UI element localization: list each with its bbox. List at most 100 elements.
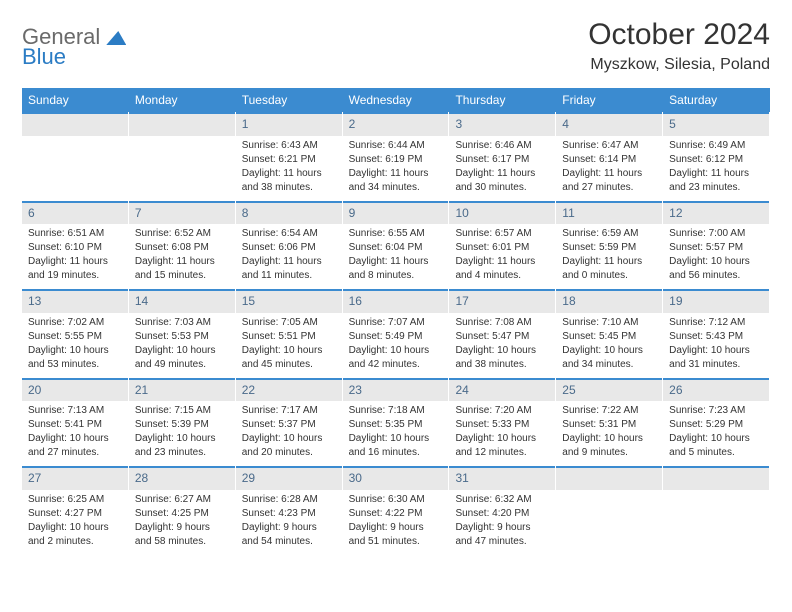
day-number: 9 bbox=[343, 203, 449, 225]
dayheader-wed: Wednesday bbox=[343, 88, 450, 112]
day-sunset: Sunset: 6:17 PM bbox=[455, 153, 549, 166]
day-body: Sunrise: 6:49 AMSunset: 6:12 PMDaylight:… bbox=[663, 136, 769, 201]
day-number bbox=[22, 114, 128, 136]
day-number-row: 11 bbox=[556, 201, 662, 225]
day-number: 19 bbox=[663, 291, 769, 313]
day-body: Sunrise: 6:47 AMSunset: 6:14 PMDaylight:… bbox=[556, 136, 662, 201]
day-number-row: 1 bbox=[236, 112, 342, 136]
day-daylight2: and 58 minutes. bbox=[135, 535, 229, 548]
day-sunrise: Sunrise: 7:08 AM bbox=[455, 316, 549, 329]
day-number: 28 bbox=[129, 468, 235, 490]
day-sunset: Sunset: 4:22 PM bbox=[349, 507, 443, 520]
day-number: 2 bbox=[343, 114, 449, 136]
day-cell: 30Sunrise: 6:30 AMSunset: 4:22 PMDayligh… bbox=[343, 466, 450, 555]
day-number: 21 bbox=[129, 380, 235, 402]
day-number-row bbox=[129, 112, 235, 136]
day-cell: 15Sunrise: 7:05 AMSunset: 5:51 PMDayligh… bbox=[236, 289, 343, 378]
day-daylight1: Daylight: 10 hours bbox=[562, 432, 656, 445]
day-number: 25 bbox=[556, 380, 662, 402]
day-daylight2: and 11 minutes. bbox=[242, 269, 336, 282]
day-body: Sunrise: 7:22 AMSunset: 5:31 PMDaylight:… bbox=[556, 401, 662, 466]
day-daylight1: Daylight: 11 hours bbox=[669, 167, 763, 180]
day-body: Sunrise: 6:30 AMSunset: 4:22 PMDaylight:… bbox=[343, 490, 449, 555]
day-body: Sunrise: 6:54 AMSunset: 6:06 PMDaylight:… bbox=[236, 224, 342, 289]
day-body bbox=[22, 136, 128, 146]
day-number: 3 bbox=[449, 114, 555, 136]
dayheader-thu: Thursday bbox=[449, 88, 556, 112]
day-sunset: Sunset: 5:45 PM bbox=[562, 330, 656, 343]
day-number-row: 31 bbox=[449, 466, 555, 490]
day-daylight1: Daylight: 11 hours bbox=[242, 255, 336, 268]
day-body: Sunrise: 6:44 AMSunset: 6:19 PMDaylight:… bbox=[343, 136, 449, 201]
day-body: Sunrise: 6:55 AMSunset: 6:04 PMDaylight:… bbox=[343, 224, 449, 289]
day-body: Sunrise: 7:10 AMSunset: 5:45 PMDaylight:… bbox=[556, 313, 662, 378]
location-text: Myszkow, Silesia, Poland bbox=[588, 56, 770, 74]
day-cell: 5Sunrise: 6:49 AMSunset: 6:12 PMDaylight… bbox=[663, 112, 770, 201]
week-row: 1Sunrise: 6:43 AMSunset: 6:21 PMDaylight… bbox=[22, 112, 770, 201]
day-sunset: Sunset: 6:19 PM bbox=[349, 153, 443, 166]
day-sunset: Sunset: 4:20 PM bbox=[455, 507, 549, 520]
day-body bbox=[129, 136, 235, 146]
day-daylight2: and 31 minutes. bbox=[669, 358, 763, 371]
day-daylight2: and 16 minutes. bbox=[349, 446, 443, 459]
day-sunrise: Sunrise: 6:46 AM bbox=[455, 139, 549, 152]
day-number-row: 21 bbox=[129, 378, 235, 402]
day-sunrise: Sunrise: 6:49 AM bbox=[669, 139, 763, 152]
day-body: Sunrise: 6:57 AMSunset: 6:01 PMDaylight:… bbox=[449, 224, 555, 289]
day-daylight2: and 5 minutes. bbox=[669, 446, 763, 459]
day-cell bbox=[129, 112, 236, 201]
day-daylight2: and 0 minutes. bbox=[562, 269, 656, 282]
day-body: Sunrise: 6:59 AMSunset: 5:59 PMDaylight:… bbox=[556, 224, 662, 289]
day-daylight1: Daylight: 9 hours bbox=[455, 521, 549, 534]
day-cell bbox=[663, 466, 770, 555]
day-daylight2: and 23 minutes. bbox=[135, 446, 229, 459]
dayheader-tue: Tuesday bbox=[236, 88, 343, 112]
day-number: 10 bbox=[449, 203, 555, 225]
day-daylight1: Daylight: 9 hours bbox=[349, 521, 443, 534]
day-sunrise: Sunrise: 7:10 AM bbox=[562, 316, 656, 329]
day-number: 31 bbox=[449, 468, 555, 490]
day-body: Sunrise: 6:32 AMSunset: 4:20 PMDaylight:… bbox=[449, 490, 555, 555]
day-body: Sunrise: 6:51 AMSunset: 6:10 PMDaylight:… bbox=[22, 224, 128, 289]
day-sunset: Sunset: 5:47 PM bbox=[455, 330, 549, 343]
day-sunrise: Sunrise: 7:03 AM bbox=[135, 316, 229, 329]
day-cell: 28Sunrise: 6:27 AMSunset: 4:25 PMDayligh… bbox=[129, 466, 236, 555]
day-daylight2: and 15 minutes. bbox=[135, 269, 229, 282]
day-daylight1: Daylight: 11 hours bbox=[562, 167, 656, 180]
day-sunrise: Sunrise: 6:43 AM bbox=[242, 139, 336, 152]
day-cell: 8Sunrise: 6:54 AMSunset: 6:06 PMDaylight… bbox=[236, 201, 343, 290]
day-sunrise: Sunrise: 7:12 AM bbox=[669, 316, 763, 329]
day-daylight1: Daylight: 11 hours bbox=[455, 167, 549, 180]
day-cell bbox=[556, 466, 663, 555]
day-number-row: 13 bbox=[22, 289, 128, 313]
day-daylight1: Daylight: 11 hours bbox=[242, 167, 336, 180]
day-number-row bbox=[556, 466, 662, 490]
day-sunrise: Sunrise: 6:52 AM bbox=[135, 227, 229, 240]
day-body: Sunrise: 7:08 AMSunset: 5:47 PMDaylight:… bbox=[449, 313, 555, 378]
day-daylight1: Daylight: 10 hours bbox=[242, 432, 336, 445]
day-daylight1: Daylight: 11 hours bbox=[349, 167, 443, 180]
day-cell: 22Sunrise: 7:17 AMSunset: 5:37 PMDayligh… bbox=[236, 378, 343, 467]
day-number: 5 bbox=[663, 114, 769, 136]
day-cell: 3 Sunrise: 6:46 AMSunset: 6:17 PMDaylight… bbox=[449, 112, 556, 201]
day-sunrise: Sunrise: 7:23 AM bbox=[669, 404, 763, 417]
day-cell: 11Sunrise: 6:59 AMSunset: 5:59 PMDayligh… bbox=[556, 201, 663, 290]
day-cell: 24Sunrise: 7:20 AMSunset: 5:33 PMDayligh… bbox=[449, 378, 556, 467]
day-daylight1: Daylight: 10 hours bbox=[135, 432, 229, 445]
day-sunrise: Sunrise: 6:32 AM bbox=[455, 493, 549, 506]
day-sunrise: Sunrise: 6:59 AM bbox=[562, 227, 656, 240]
day-number-row: 23 bbox=[343, 378, 449, 402]
day-cell: 13Sunrise: 7:02 AMSunset: 5:55 PMDayligh… bbox=[22, 289, 129, 378]
day-daylight2: and 34 minutes. bbox=[349, 181, 443, 194]
day-number: 8 bbox=[236, 203, 342, 225]
week-row: 27Sunrise: 6:25 AMSunset: 4:27 PMDayligh… bbox=[22, 466, 770, 555]
day-body: Sunrise: 6:43 AMSunset: 6:21 PMDaylight:… bbox=[236, 136, 342, 201]
day-body: Sunrise: 7:02 AMSunset: 5:55 PMDaylight:… bbox=[22, 313, 128, 378]
day-cell: 23Sunrise: 7:18 AMSunset: 5:35 PMDayligh… bbox=[343, 378, 450, 467]
day-number bbox=[129, 114, 235, 136]
day-number-row: 20 bbox=[22, 378, 128, 402]
weeks-container: 1Sunrise: 6:43 AMSunset: 6:21 PMDaylight… bbox=[22, 112, 770, 555]
day-cell: 9Sunrise: 6:55 AMSunset: 6:04 PMDaylight… bbox=[343, 201, 450, 290]
day-sunset: Sunset: 5:55 PM bbox=[28, 330, 122, 343]
day-number-row: 25 bbox=[556, 378, 662, 402]
